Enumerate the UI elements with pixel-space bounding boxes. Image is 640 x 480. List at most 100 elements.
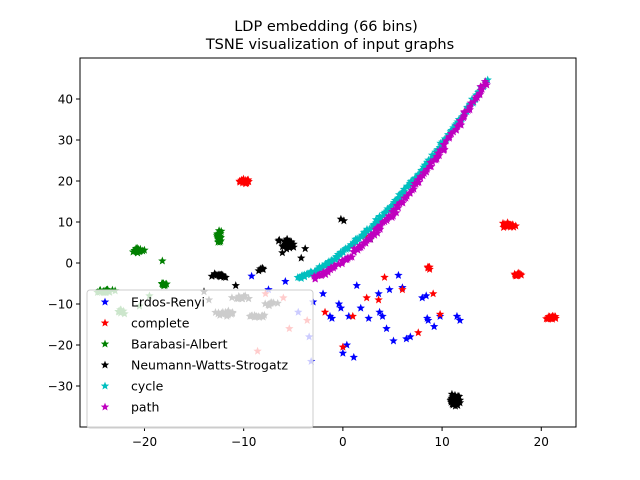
data-point [503,218,512,227]
data-point [349,352,358,361]
data-point [264,285,273,294]
data-point [354,234,364,243]
data-point [374,295,383,304]
data-point [447,129,456,137]
data-point [389,211,398,220]
legend-label: Barabasi-Albert [131,337,228,352]
legend-label: Neumann-Watts-Strogatz [131,358,289,373]
data-point [418,293,427,302]
chart-title: LDP embedding (66 bins) [234,19,418,35]
data-point [281,277,290,286]
data-point [330,261,340,270]
data-point [406,177,416,186]
data-point [336,214,346,223]
data-point [423,313,432,322]
legend-marker [100,402,110,411]
data-point [440,140,449,149]
data-point [428,289,438,298]
data-point [213,229,222,238]
data-point [440,145,449,153]
data-point [338,342,348,351]
data-point [452,311,462,320]
data-point [382,324,391,333]
series-path [310,77,491,283]
data-point [375,307,384,316]
data-point [158,279,168,288]
y-tick-label: 10 [58,216,73,230]
data-point [398,285,407,294]
data-point [442,136,451,145]
data-point [509,221,518,230]
data-point [338,348,348,357]
data-point [334,259,343,268]
data-point [465,101,475,110]
data-point [373,228,382,237]
data-point [237,176,247,185]
data-point [455,316,465,324]
data-point [336,303,346,312]
data-point [373,223,383,232]
data-point [158,256,167,265]
data-point [380,217,389,226]
y-tick-label: 20 [58,175,73,189]
data-point [287,237,296,246]
data-point [450,396,459,405]
data-point [411,179,421,188]
data-point [371,215,381,224]
data-point [217,270,226,279]
data-point [390,196,400,204]
legend-label: complete [131,316,190,331]
data-point [427,162,436,171]
data-point [416,169,425,178]
data-point [380,272,389,281]
data-point [436,138,445,147]
data-point [362,293,371,302]
data-point [448,399,457,408]
legend-marker [100,381,110,390]
x-axis: −20 −10 0 10 20 [132,427,549,449]
data-point [422,291,431,300]
data-point [451,401,460,410]
data-point [414,177,424,186]
data-point [364,313,373,322]
data-point [324,257,334,266]
data-point [444,130,453,139]
data-point [128,247,138,256]
data-point [310,271,319,280]
axes-frame [79,57,577,428]
data-point [394,190,404,199]
data-point [334,299,344,308]
data-point [375,212,384,221]
legend-label: path [131,400,159,415]
legend-label: Erdos-Renyi [131,295,205,310]
data-point [320,307,330,316]
data-point [429,322,439,331]
y-tick-label: −10 [48,298,73,312]
data-point [448,395,457,404]
data-point [162,279,171,288]
data-point [384,211,394,220]
data-point [301,244,310,253]
data-point [344,311,354,320]
data-point [402,191,411,200]
y-tick-label: 0 [65,257,73,271]
x-tick-label: 10 [434,435,449,449]
data-point [231,281,240,290]
data-point [278,248,287,257]
data-point [318,289,328,298]
data-point [386,202,395,211]
data-point [328,256,337,265]
data-point [258,264,268,273]
data-point [548,314,557,323]
data-point [438,137,447,146]
data-point [452,121,462,130]
data-point [327,313,337,322]
data-point [385,285,394,294]
data-point [420,160,430,169]
data-point [319,267,328,276]
chart-subtitle: TSNE visualization of input graphs [205,37,454,53]
data-point [452,124,461,133]
data-point [378,311,387,320]
data-point [315,270,324,279]
